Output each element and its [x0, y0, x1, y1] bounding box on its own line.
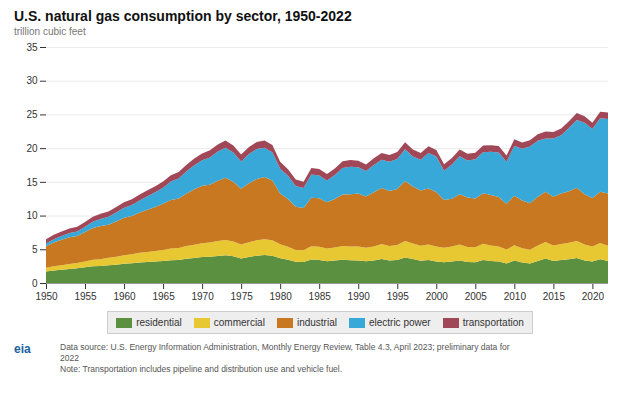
svg-text:25: 25: [26, 109, 38, 120]
html-text:residential: residential: [136, 317, 182, 328]
html-text:U.S. natural gas consumption b: U.S. natural gas consumption by sector, …: [14, 8, 352, 24]
svg-text:1970: 1970: [191, 291, 214, 302]
svg-text:1965: 1965: [152, 291, 175, 302]
svg-text:0: 0: [32, 278, 38, 289]
svg-text:35: 35: [26, 42, 38, 53]
html-text:electric power: electric power: [368, 317, 431, 328]
svg-text:15: 15: [26, 177, 38, 188]
svg-text:10: 10: [26, 210, 38, 221]
svg-text:2000: 2000: [426, 291, 449, 302]
svg-text:1980: 1980: [270, 291, 293, 302]
svg-text:1990: 1990: [348, 291, 371, 302]
svg-text:2020: 2020: [582, 291, 605, 302]
svg-text:30: 30: [26, 75, 38, 86]
html-text:trillion cubic feet: trillion cubic feet: [14, 26, 86, 37]
svg-text:2015: 2015: [543, 291, 566, 302]
svg-text:1955: 1955: [74, 291, 97, 302]
svg-text:1960: 1960: [113, 291, 136, 302]
svg-text:1985: 1985: [309, 291, 332, 302]
html-text:industrial: industrial: [296, 317, 337, 328]
html-text:transportation: transportation: [462, 317, 524, 328]
html-text:Data source: U.S. Energy Infor: Data source: U.S. Energy Information Adm…: [60, 342, 510, 375]
svg-text:1950: 1950: [35, 291, 58, 302]
svg-text:2010: 2010: [504, 291, 527, 302]
svg-text:2005: 2005: [465, 291, 488, 302]
svg-text:20: 20: [26, 143, 38, 154]
svg-text:1975: 1975: [231, 291, 254, 302]
html-text:eia: eia: [14, 342, 31, 356]
svg-text:1995: 1995: [387, 291, 410, 302]
svg-text:5: 5: [32, 244, 38, 255]
html-text:commercial: commercial: [213, 317, 265, 328]
